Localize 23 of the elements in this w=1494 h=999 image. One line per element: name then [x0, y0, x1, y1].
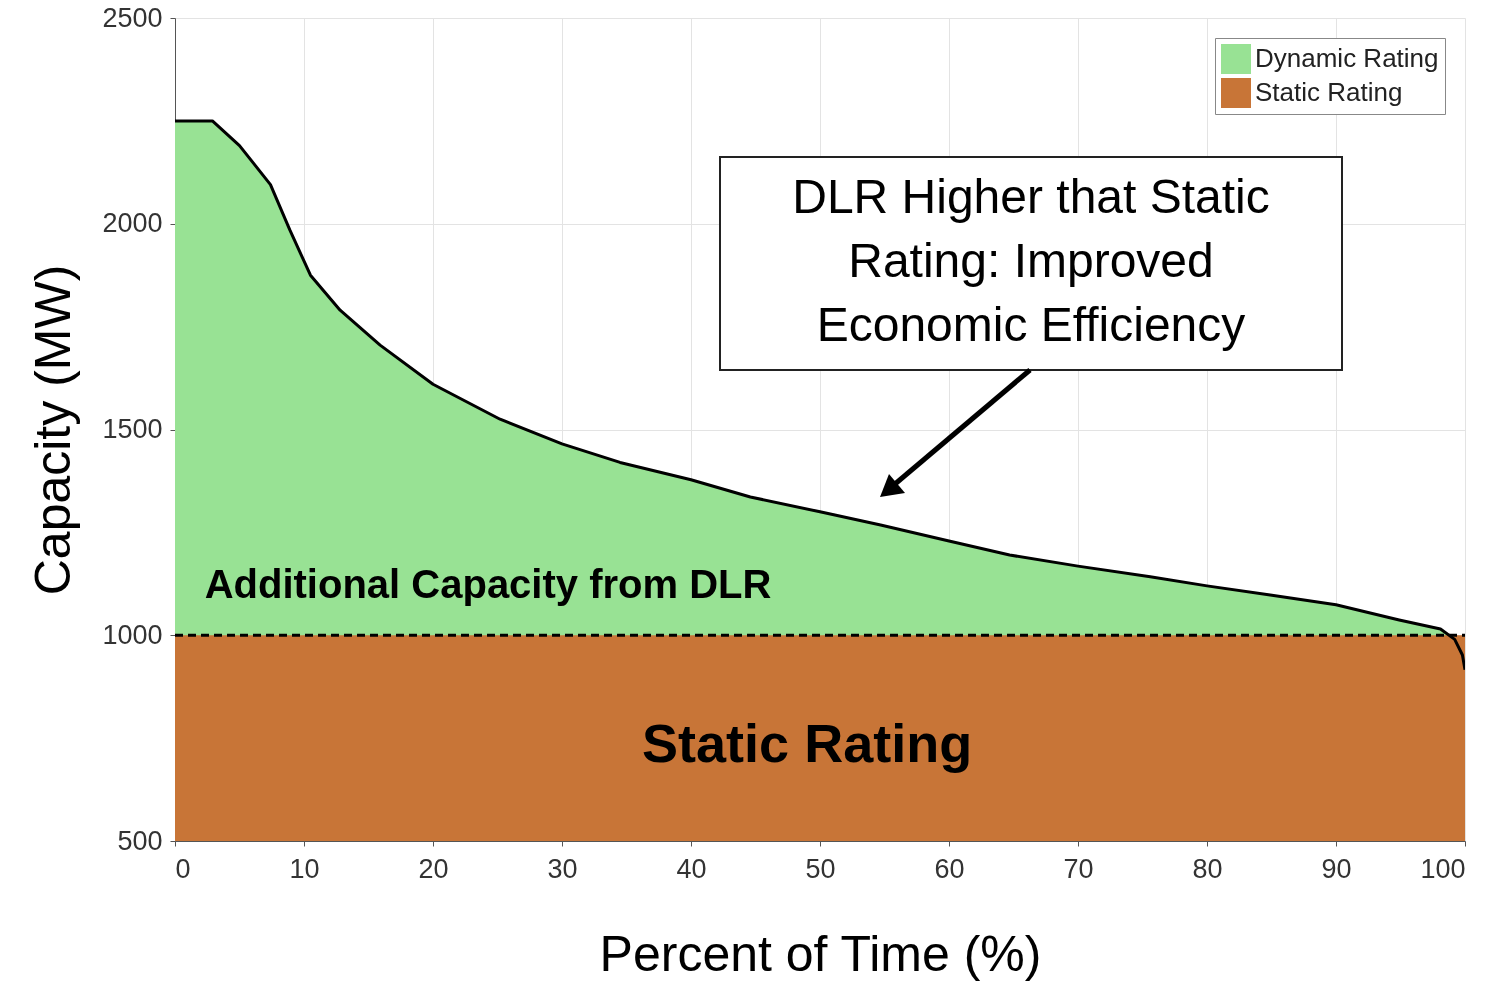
- x-tick-label: 10: [289, 853, 320, 884]
- y-axis-title: Capacity (MW): [25, 264, 82, 596]
- legend-label: Static Rating: [1255, 77, 1403, 107]
- y-tick-label: 1000: [102, 619, 163, 650]
- annotation: Additional Capacity from DLR: [204, 561, 772, 606]
- x-tick-label: 40: [676, 853, 707, 884]
- x-tick-label: 100: [1420, 853, 1466, 884]
- annotation: Static Rating: [642, 713, 973, 774]
- legend-label: Dynamic Rating: [1255, 43, 1439, 73]
- y-tick-label: 1500: [102, 414, 163, 444]
- y-tick-label: 2000: [102, 208, 163, 239]
- x-tick-label: 20: [418, 853, 449, 884]
- x-axis-title: Percent of Time (%): [599, 925, 1042, 982]
- x-tick-label: 90: [1321, 853, 1352, 884]
- x-tick-label: 50: [805, 853, 836, 884]
- y-tick-label: 2500: [102, 2, 163, 33]
- y-tick-label: 500: [117, 825, 163, 856]
- x-tick-label: 0: [175, 853, 191, 884]
- x-tick-label: 30: [547, 853, 578, 884]
- annotation: DLR Higher that Static Rating: Improved Economic Efficiency: [792, 170, 1270, 351]
- x-tick-label: 80: [1192, 853, 1223, 884]
- x-tick-label: 60: [934, 853, 965, 884]
- x-tick-label: 70: [1063, 853, 1094, 884]
